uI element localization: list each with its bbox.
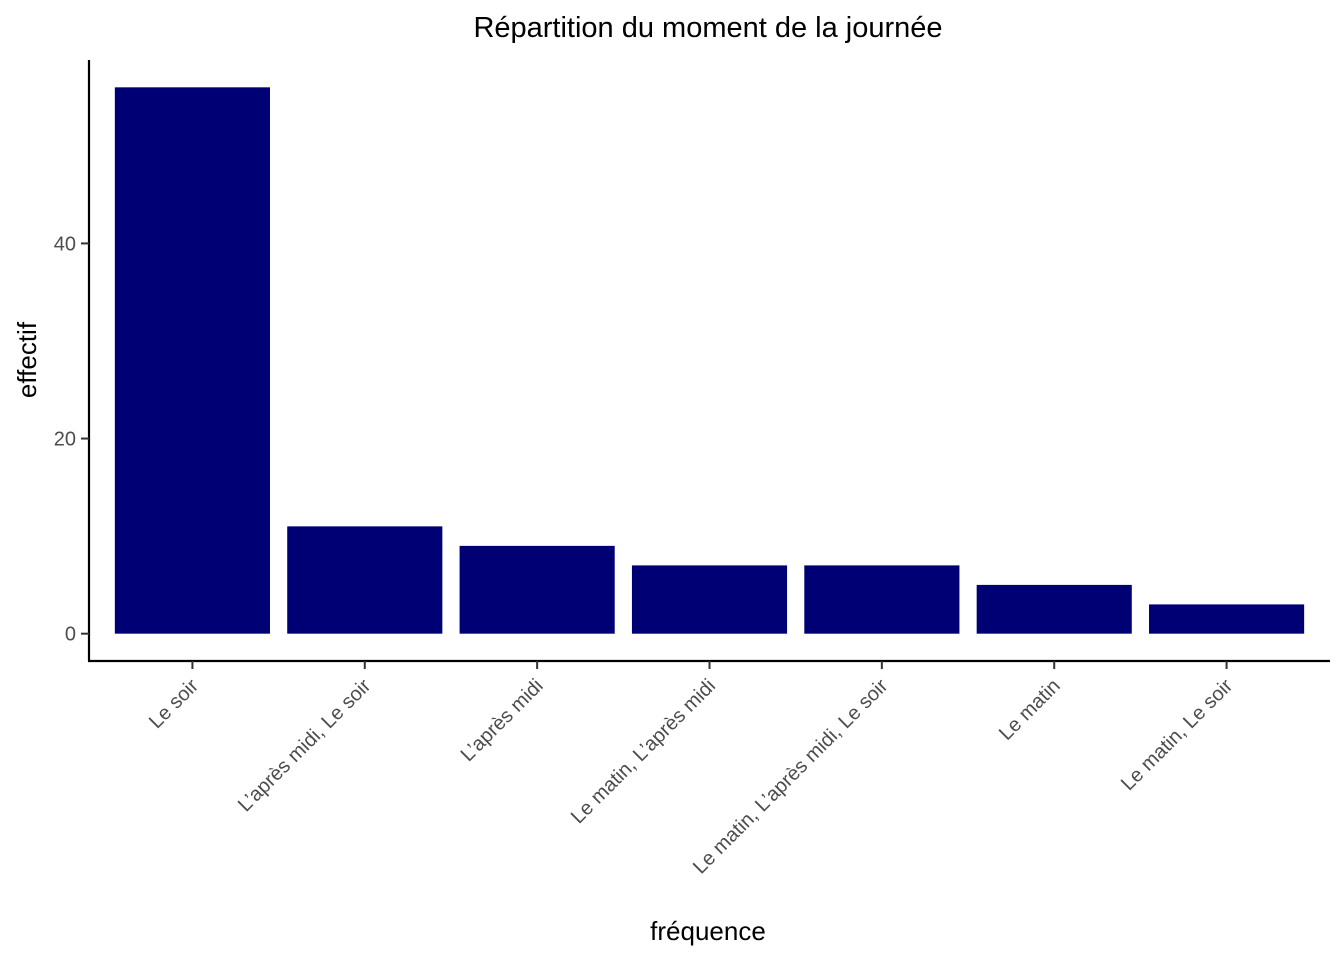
bar-7 bbox=[1149, 604, 1305, 634]
x-tick-label: L’après midi bbox=[457, 675, 548, 766]
bar-3 bbox=[459, 545, 615, 634]
x-tick-label: Le matin bbox=[995, 675, 1065, 745]
y-tick-label: 0 bbox=[65, 624, 76, 646]
x-tick-label: Le matin, L’après midi, Le soir bbox=[689, 675, 893, 879]
y-tick-label: 40 bbox=[54, 233, 76, 255]
bar-5 bbox=[804, 565, 960, 634]
x-tick-label: Le matin, Le soir bbox=[1117, 675, 1237, 795]
chart-title: Répartition du moment de la journée bbox=[473, 12, 942, 44]
y-axis-title: effectif bbox=[12, 321, 42, 398]
bar-2 bbox=[287, 526, 443, 634]
bar-1 bbox=[114, 87, 270, 634]
bar-6 bbox=[976, 584, 1132, 634]
x-tick-label: Le soir bbox=[145, 675, 203, 733]
x-axis-title: fréquence bbox=[650, 916, 766, 946]
y-axis-ticks: 0 20 40 bbox=[54, 233, 89, 646]
bars-group bbox=[114, 87, 1305, 634]
x-axis-ticks: Le soir L’après midi, Le soir L’après midi… bbox=[145, 661, 1237, 878]
x-tick-label: Le matin, L’après midi bbox=[567, 675, 720, 828]
x-tick-label: L’après midi, Le soir bbox=[234, 675, 376, 817]
y-tick-label: 20 bbox=[54, 429, 76, 451]
bar-4 bbox=[631, 565, 788, 634]
